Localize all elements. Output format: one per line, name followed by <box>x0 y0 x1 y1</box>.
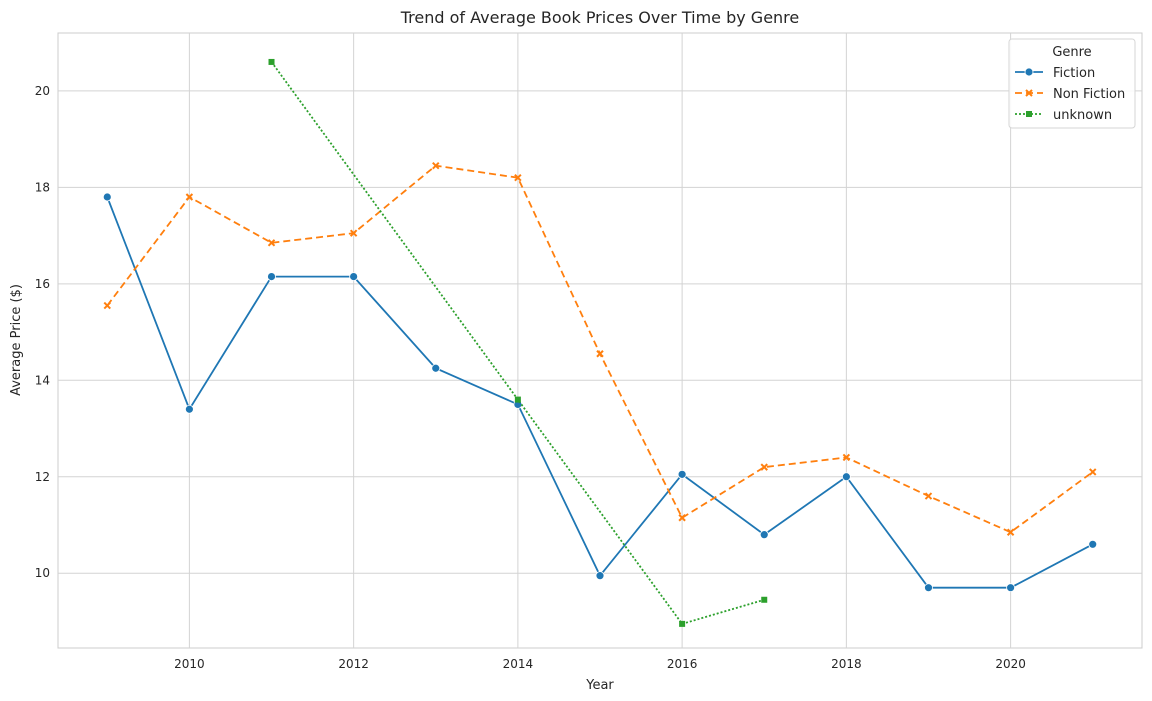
plot-area <box>57 32 1143 649</box>
y-tick-labels: 10 12 14 16 18 20 <box>35 84 50 580</box>
data-point-non-fiction <box>1089 468 1097 476</box>
legend-title: Genre <box>1052 45 1091 60</box>
data-point-fiction <box>1088 539 1098 549</box>
data-point-non-fiction <box>514 173 522 182</box>
y-axis-label: Average Price ($) <box>9 284 24 396</box>
legend-item-fiction: Fiction <box>1015 66 1095 81</box>
series-fiction <box>102 192 1098 593</box>
data-point-fiction <box>677 469 687 479</box>
y-gridlines <box>58 90 1142 574</box>
data-point-unknown <box>679 620 686 627</box>
data-point-non-fiction <box>267 239 276 247</box>
y-tick-label: 16 <box>35 277 50 291</box>
data-point-non-fiction <box>842 453 851 462</box>
y-tick-label: 18 <box>35 180 50 194</box>
data-point-non-fiction <box>349 229 358 237</box>
legend-marker-fiction <box>1024 67 1034 77</box>
x-tick-label: 2020 <box>995 657 1026 671</box>
plot-frame <box>57 32 1143 649</box>
y-tick-label: 20 <box>35 84 50 98</box>
legend-item-non-fiction: Non Fiction <box>1015 87 1125 102</box>
data-point-fiction <box>595 571 605 581</box>
data-point-unknown <box>514 396 521 403</box>
y-tick-label: 10 <box>35 566 50 580</box>
x-tick-label: 2018 <box>831 657 862 671</box>
data-point-non-fiction <box>596 350 604 358</box>
data-point-non-fiction <box>185 193 194 201</box>
chart-title: Trend of Average Book Prices Over Time b… <box>400 8 800 27</box>
x-axis-label: Year <box>585 678 614 693</box>
data-point-non-fiction <box>678 514 686 522</box>
data-point-fiction <box>102 192 112 202</box>
x-tick-label: 2010 <box>174 657 205 671</box>
x-gridlines <box>188 33 1012 648</box>
legend-marker-unknown <box>1026 111 1032 117</box>
legend-items: Fiction Non Fiction unknown <box>1015 66 1125 123</box>
data-point-non-fiction <box>924 492 933 500</box>
legend: Genre Fiction Non Fiction unknown <box>1008 38 1136 129</box>
data-point-fiction <box>349 272 359 281</box>
y-tick-label: 14 <box>35 373 50 387</box>
legend-label-non-fiction: Non Fiction <box>1053 87 1125 102</box>
data-point-fiction <box>267 272 276 281</box>
x-tick-label: 2012 <box>338 657 369 671</box>
data-point-non-fiction <box>103 301 111 310</box>
legend-item-unknown: unknown <box>1015 108 1112 123</box>
data-point-non-fiction <box>1006 528 1015 536</box>
data-point-fiction <box>924 583 933 593</box>
data-point-non-fiction <box>760 463 768 471</box>
series-unknown <box>268 58 768 627</box>
data-point-fiction <box>1006 583 1016 593</box>
x-tick-label: 2014 <box>503 657 534 671</box>
data-point-fiction <box>759 530 769 540</box>
legend-box <box>1008 38 1136 129</box>
legend-label-unknown: unknown <box>1053 108 1112 123</box>
data-point-fiction <box>841 472 851 482</box>
legend-label-fiction: Fiction <box>1053 66 1095 81</box>
series-line-unknown <box>270 61 765 625</box>
data-point-unknown <box>761 596 768 603</box>
x-tick-labels: 2010 2012 2014 2016 2018 2020 <box>174 657 1026 671</box>
data-point-unknown <box>268 58 275 65</box>
data-point-fiction <box>431 363 441 373</box>
series-non-fiction <box>103 161 1097 536</box>
data-point-fiction <box>184 404 194 414</box>
x-tick-label: 2016 <box>667 657 698 671</box>
data-point-non-fiction <box>432 161 440 170</box>
y-tick-label: 12 <box>35 470 50 484</box>
legend-marker-non-fiction <box>1025 89 1033 97</box>
series-layer <box>102 58 1098 627</box>
